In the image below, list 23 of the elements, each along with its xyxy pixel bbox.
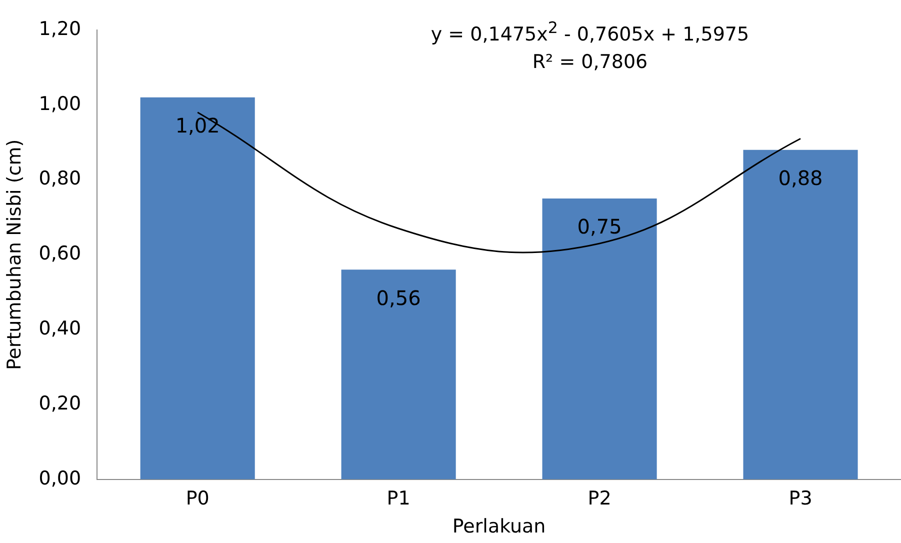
- y-tick-label: 1,20: [38, 18, 82, 40]
- y-tick-label: 0,20: [38, 392, 82, 414]
- x-tick-label: P1: [386, 488, 410, 510]
- annotation: y = 0,1475x$^{2}$ - 0,7605x + 1,5975: [430, 17, 750, 48]
- x-tick-label: P0: [186, 488, 210, 510]
- annotation: R² = 0,7806: [531, 50, 649, 76]
- bar: [341, 270, 456, 480]
- data-label: 0,56: [376, 286, 421, 310]
- x-tick-label: P3: [788, 488, 812, 510]
- y-tick-label: 0,00: [38, 467, 82, 490]
- x-axis-title: Perlakuan: [452, 516, 546, 538]
- x-tick-label: P2: [588, 488, 612, 510]
- data-label: 0,88: [778, 166, 823, 190]
- bar: [542, 198, 657, 480]
- bar: [140, 97, 255, 480]
- y-tick-label: 0,60: [38, 242, 82, 265]
- y-axis-title: Pertumbuhan Nisbi (cm): [3, 139, 26, 370]
- y-tick-label: 0,40: [38, 318, 82, 340]
- y-tick-label: 0,80: [38, 168, 82, 190]
- y-tick-label: 1,00: [38, 92, 82, 115]
- bar: [743, 150, 858, 480]
- data-label: 0,75: [577, 214, 622, 239]
- data-label: 1,02: [175, 114, 220, 138]
